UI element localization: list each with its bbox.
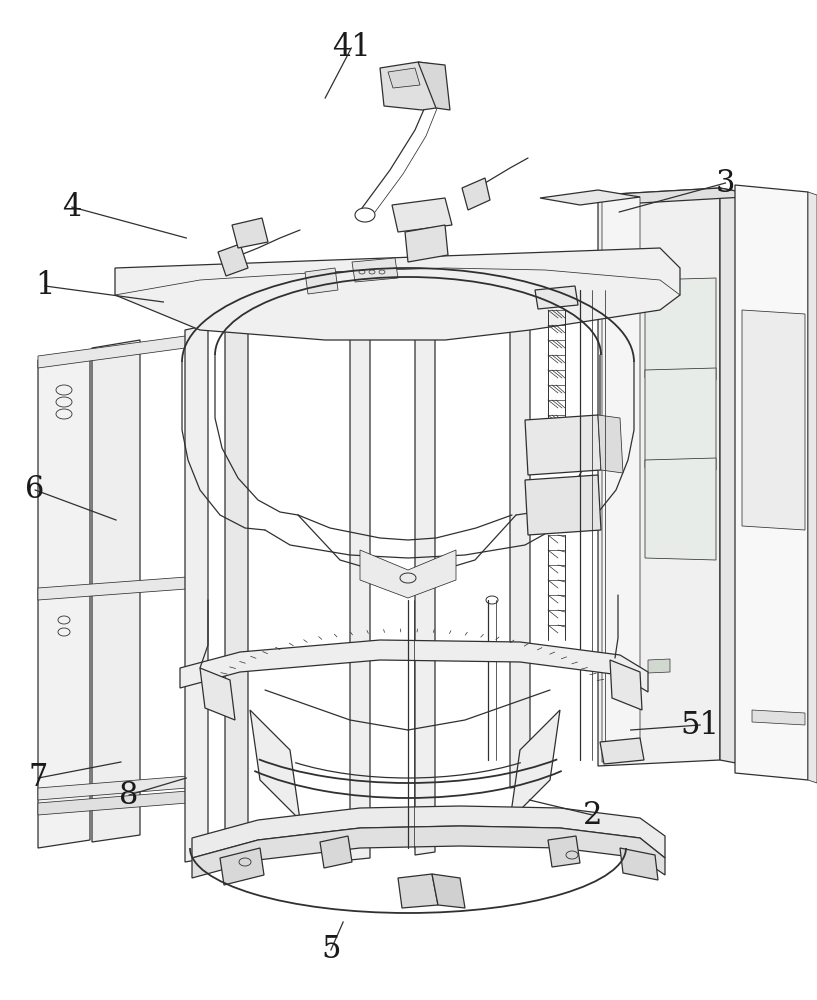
- Polygon shape: [192, 826, 665, 878]
- Polygon shape: [540, 190, 640, 205]
- Polygon shape: [598, 188, 720, 766]
- Text: 3: 3: [716, 167, 735, 198]
- Polygon shape: [232, 218, 268, 248]
- Polygon shape: [808, 192, 817, 783]
- Polygon shape: [350, 305, 370, 860]
- Polygon shape: [380, 62, 436, 110]
- Polygon shape: [352, 258, 398, 282]
- Polygon shape: [388, 68, 420, 88]
- Polygon shape: [510, 710, 560, 820]
- Text: 2: 2: [583, 800, 602, 830]
- Polygon shape: [185, 325, 208, 862]
- Polygon shape: [38, 790, 200, 815]
- Text: 4: 4: [62, 192, 82, 223]
- Polygon shape: [648, 659, 670, 673]
- Polygon shape: [405, 225, 448, 262]
- Polygon shape: [548, 836, 580, 867]
- Polygon shape: [180, 640, 648, 692]
- Polygon shape: [220, 848, 264, 885]
- Text: 6: 6: [25, 475, 45, 506]
- Polygon shape: [510, 292, 530, 788]
- Polygon shape: [600, 738, 644, 764]
- Polygon shape: [38, 775, 200, 800]
- Polygon shape: [525, 415, 601, 475]
- Polygon shape: [462, 178, 490, 210]
- Polygon shape: [598, 415, 623, 473]
- Polygon shape: [645, 278, 716, 380]
- Text: 41: 41: [332, 32, 371, 64]
- Polygon shape: [645, 368, 716, 470]
- Text: 7: 7: [29, 762, 48, 794]
- Polygon shape: [392, 198, 452, 232]
- Polygon shape: [742, 310, 805, 530]
- Polygon shape: [360, 550, 456, 598]
- Polygon shape: [225, 321, 248, 857]
- Polygon shape: [415, 307, 435, 855]
- Polygon shape: [432, 874, 465, 908]
- Text: 5: 5: [321, 934, 341, 966]
- Polygon shape: [218, 244, 248, 276]
- Polygon shape: [250, 710, 300, 820]
- Polygon shape: [38, 334, 200, 368]
- Polygon shape: [38, 352, 90, 848]
- Polygon shape: [115, 248, 680, 340]
- Polygon shape: [305, 268, 338, 294]
- Text: 1: 1: [35, 270, 55, 302]
- Polygon shape: [645, 458, 716, 560]
- Text: 51: 51: [681, 710, 720, 740]
- Polygon shape: [602, 197, 640, 762]
- Polygon shape: [398, 874, 438, 908]
- Polygon shape: [525, 475, 601, 535]
- Polygon shape: [610, 660, 642, 710]
- Polygon shape: [620, 848, 658, 880]
- Text: 8: 8: [119, 780, 139, 810]
- Polygon shape: [320, 836, 352, 868]
- Polygon shape: [418, 62, 450, 110]
- Polygon shape: [535, 286, 578, 309]
- Polygon shape: [192, 806, 665, 858]
- Polygon shape: [720, 188, 762, 768]
- Polygon shape: [598, 188, 762, 203]
- Polygon shape: [200, 668, 235, 720]
- Polygon shape: [752, 710, 805, 725]
- Polygon shape: [92, 340, 140, 842]
- Polygon shape: [735, 185, 808, 780]
- Polygon shape: [38, 576, 200, 600]
